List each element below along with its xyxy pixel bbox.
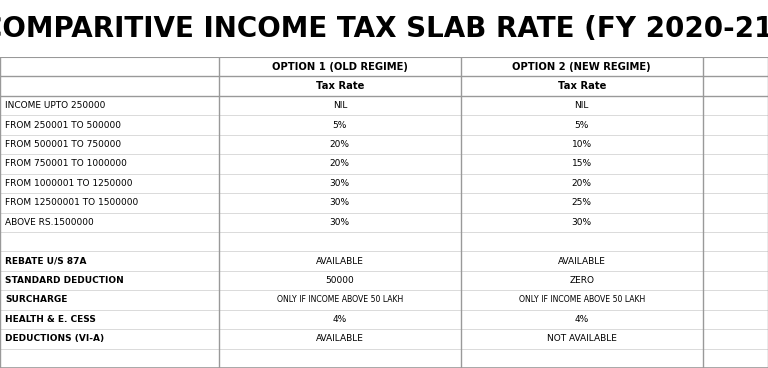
Text: ABOVE RS.1500000: ABOVE RS.1500000 — [5, 218, 94, 227]
Text: COMPARITIVE INCOME TAX SLAB RATE (FY 2020-21): COMPARITIVE INCOME TAX SLAB RATE (FY 202… — [0, 14, 768, 43]
Text: STANDARD DEDUCTION: STANDARD DEDUCTION — [5, 276, 124, 285]
Text: INCOME UPTO 250000: INCOME UPTO 250000 — [5, 101, 106, 110]
Text: 5%: 5% — [574, 121, 589, 130]
Text: ZERO: ZERO — [569, 276, 594, 285]
Text: 5%: 5% — [333, 121, 347, 130]
Text: FROM 1000001 TO 1250000: FROM 1000001 TO 1250000 — [5, 179, 133, 188]
Text: ONLY IF INCOME ABOVE 50 LAKH: ONLY IF INCOME ABOVE 50 LAKH — [276, 296, 403, 304]
Text: HEALTH & E. CESS: HEALTH & E. CESS — [5, 315, 96, 324]
Text: AVAILABLE: AVAILABLE — [558, 256, 606, 266]
Text: NOT AVAILABLE: NOT AVAILABLE — [547, 335, 617, 343]
Text: REBATE U/S 87A: REBATE U/S 87A — [5, 256, 87, 266]
Text: 50000: 50000 — [326, 276, 354, 285]
Text: ONLY IF INCOME ABOVE 50 LAKH: ONLY IF INCOME ABOVE 50 LAKH — [518, 296, 645, 304]
Text: FROM 750001 TO 1000000: FROM 750001 TO 1000000 — [5, 159, 127, 169]
Text: 30%: 30% — [329, 179, 350, 188]
Text: 10%: 10% — [571, 140, 592, 149]
Text: 20%: 20% — [329, 140, 350, 149]
Text: Tax Rate: Tax Rate — [558, 81, 606, 91]
Text: 4%: 4% — [333, 315, 347, 324]
Text: OPTION 2 (NEW REGIME): OPTION 2 (NEW REGIME) — [512, 62, 651, 72]
Text: 25%: 25% — [571, 198, 592, 207]
Text: FROM 250001 TO 500000: FROM 250001 TO 500000 — [5, 121, 121, 130]
Text: Tax Rate: Tax Rate — [316, 81, 364, 91]
Text: 4%: 4% — [574, 315, 589, 324]
Text: AVAILABLE: AVAILABLE — [316, 335, 364, 343]
Text: 20%: 20% — [329, 159, 350, 169]
Text: SURCHARGE: SURCHARGE — [5, 296, 68, 304]
Text: AVAILABLE: AVAILABLE — [316, 256, 364, 266]
Text: 30%: 30% — [329, 218, 350, 227]
Text: 20%: 20% — [571, 179, 592, 188]
Text: 30%: 30% — [329, 198, 350, 207]
Text: NIL: NIL — [574, 101, 589, 110]
Text: NIL: NIL — [333, 101, 347, 110]
Text: FROM 500001 TO 750000: FROM 500001 TO 750000 — [5, 140, 121, 149]
Text: FROM 12500001 TO 1500000: FROM 12500001 TO 1500000 — [5, 198, 139, 207]
Text: 15%: 15% — [571, 159, 592, 169]
Text: OPTION 1 (OLD REGIME): OPTION 1 (OLD REGIME) — [272, 62, 408, 72]
Text: 30%: 30% — [571, 218, 592, 227]
Text: DEDUCTIONS (VI-A): DEDUCTIONS (VI-A) — [5, 335, 104, 343]
